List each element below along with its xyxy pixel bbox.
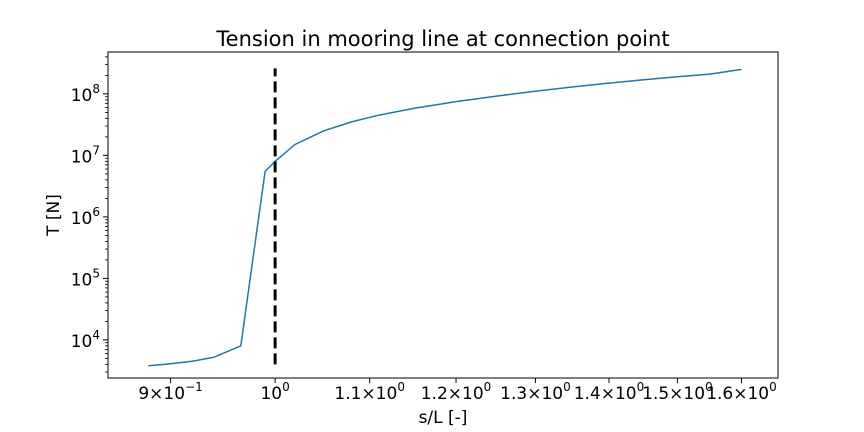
y-tick-label: 106 <box>71 205 100 229</box>
y-axis-ticks: 104 105 106 107 108 <box>71 56 108 373</box>
axes-frame <box>107 51 779 379</box>
y-tick-label: 107 <box>71 143 100 167</box>
y-tick-label: 108 <box>71 82 100 106</box>
x-axis-ticks: 9×10−1 100 1.1×100 1.2×100 1.3×100 1.4×1001.5… <box>138 378 777 404</box>
chart-title: Tension in mooring line at connection po… <box>215 27 669 51</box>
series-line-0 <box>148 68 742 367</box>
x-tick-label: 1.3×100 <box>500 380 571 404</box>
x-tick-label: 9×10−1 <box>138 380 202 404</box>
y-tick-label: 104 <box>71 328 100 352</box>
x-axis-label: s/L [-] <box>419 408 468 428</box>
x-tick-label: 1.6×100 <box>706 380 777 404</box>
x-tick-label: 1.1×100 <box>334 380 405 404</box>
x-tick-label: 100 <box>260 380 289 404</box>
x-tick-label: 1.5×100 <box>642 380 713 404</box>
y-axis-label: T [N] <box>44 194 64 237</box>
x-tick-label: 1.2×100 <box>421 380 492 404</box>
y-tick-label: 105 <box>71 266 100 290</box>
plot-area <box>148 68 742 367</box>
x-tick-label: 1.4×100 <box>574 380 645 404</box>
